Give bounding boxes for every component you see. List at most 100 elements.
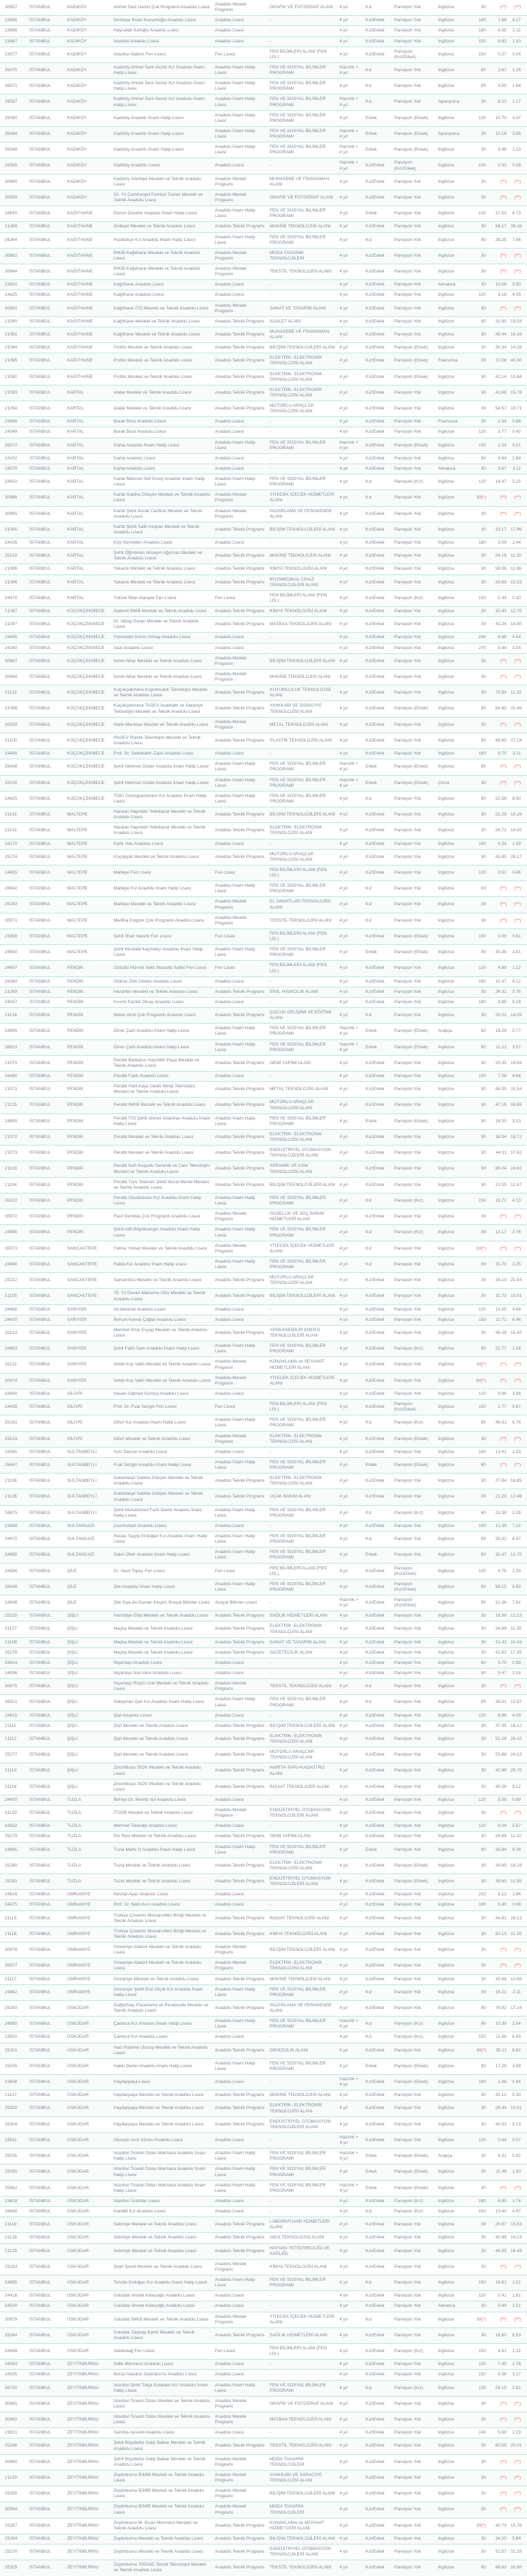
cell-alan: PAZARLAMA VE PERAKENDE ALANI [268,505,337,522]
cell-pansiyon: Pansiyon Yok [392,2232,436,2243]
cell-kod: 21125 [0,1097,27,1114]
cell-okul: Kartal Sabiha Gökçen Mesleki ve Teknik A… [112,490,213,506]
cell-ilce: MALTEPE [65,806,112,823]
cell-kontenjan: 150 [465,1192,488,1209]
cell-okul: Sabri Ülker Anadolu İmam Hatip Lisesi [112,1547,213,1563]
cell-il: İSTANBUL [27,1081,65,1098]
cell-kontenjan: 180 [465,838,488,850]
cell-okul: Maçka Mesleki ve Teknik Anadolu Lisesi [112,1647,213,1658]
cell-kod: 25267 [0,2517,27,2534]
cell-sure: 4 yıl [337,1430,363,1448]
cell-kontenjan: 30 [465,1055,488,1072]
cell-sure: 4 yıl [337,463,363,475]
cell-il: İSTANBUL [27,2243,65,2260]
cell-tur: Anadolu Lisesi [213,2301,268,2312]
cell-ilce: KARTAL [65,416,112,427]
table-row: 21112 İSTANBUL ŞİŞLİ Şişli Mesleki ve Tekni… [0,1730,527,1747]
cell-il: İSTANBUL [27,2100,65,2117]
cell-il: İSTANBUL [27,2042,65,2059]
cell-v1: 58.06 [488,564,509,574]
cell-v1: 6.80 [488,2195,509,2207]
cell-v2: 4.09 [509,1710,527,1721]
cell-alan: MAKİNE TEKNOLOJİSİ ALANI [268,668,337,685]
cell-tur: Anadolu Teknik Programı [213,574,268,591]
cell-v1: 44.55 [488,2243,509,2260]
cell-okul: Zincirlikuyu İSOV Mesleki ve Teknik Anad… [112,1763,213,1780]
cell-tur: Anadolu Lisesi [213,2369,268,2380]
cell-alan: ENDÜSTRİYEL OTOMASYON TEKNOLOJİLERİ ALAN… [268,2116,337,2133]
cell-dil: İngilizce [436,822,465,839]
cell-tur: Fen Lisesi [213,46,268,63]
cell-cinsiyet: Kız [363,2032,392,2043]
cell-tur: Anadolu Meslek Programı [213,1372,268,1389]
table-row: 25269 İSTANBUL ZEYTİNBURNU Zeytinburnu Mesl… [0,2533,527,2545]
table-row: 24875 İSTANBUL SULTANBEYLİ Şehit Muhammed F… [0,1504,527,1521]
cell-ilce: PENDİK [65,1145,112,1161]
cell-v1: 11.48 [488,2164,509,2181]
cell-kod: 24658 [0,2343,27,2360]
cell-kod: 25281 [0,1873,27,1890]
cell-sure: 4 yıl [337,748,363,759]
cell-tur: Fen Lisesi [213,960,268,977]
cell-v2: 0.30 [509,590,527,607]
cell-il: İSTANBUL [27,1621,65,1638]
cell-kontenjan: 30 [465,1647,488,1658]
cell-il: İSTANBUL [27,1857,65,1874]
cell-dil: İngilizce [436,400,465,417]
empty-value-marker: (**) [514,1462,521,1467]
cell-okul: Kartal Şehit Burak Cantürk Mesleki ve Te… [112,505,213,522]
cell-dil: İngilizce [436,912,465,929]
cell-pansiyon: Pansiyon Yok [392,1958,436,1974]
cell-alan: MODA TASARIM TEKNOLOJİLERİ [268,2453,337,2471]
cell-v2: 2.18 [509,1667,527,1679]
table-row: 25211 İSTANBUL SARIYER Vehbi Koç Vakfı Mesl… [0,1356,527,1374]
cell-alan: KONAKLAMA ve SEYAHAT HİZMETLERİ ALANI [268,2517,337,2534]
cell-kod: 21128 [0,2232,27,2243]
cell-v2: (**) [509,912,527,929]
cell-v1: 31.90 [488,316,509,327]
cell-okul: Üsküdar İMKB Mesleki ve Teknik Anadolu L… [112,2311,213,2328]
cell-ilce: KAĞITHANE [65,221,112,232]
cell-cinsiyet: Kız/Erkek [363,1161,392,1178]
cell-v1: 13.40 [488,2206,509,2217]
cell-v2: 5.90 [509,279,527,290]
cell-sure: 4 yıl [337,1240,363,1257]
cell-v1: 31.70 [488,1256,509,1273]
cell-ilce: KARTAL [65,490,112,506]
cell-v2: 18.72 [509,1128,527,1146]
cell-ilce: KAĞITHANE [65,326,112,343]
cell-ilce: MALTEPE [65,838,112,850]
table-row: 25095 İSTANBUL ÜSKÜDAR İstanbul Ticaret Oda… [0,2164,527,2181]
cell-sure: 4 yıl [337,1657,363,1669]
cell-sure: Hazırlık + 4 yıl [337,142,363,158]
cell-okul: Ümraniye Atatürk Mesleki ve Teknik Anado… [112,1958,213,1974]
cell-v2: 7.86 [509,231,527,249]
cell-kod: 26647 [0,1456,27,1474]
cell-sure: 4 yıl [337,928,363,945]
cell-cinsiyet: Kız/Erkek [363,2042,392,2059]
empty-value-marker: (**) [500,1436,506,1441]
cell-okul: Prof. Dr. Nabi Avcı Anadolu Lisesi [112,1899,213,1910]
cell-kod: 24063 [0,2359,27,2370]
cell-pansiyon: Pansiyon Yok [392,326,436,343]
cell-tur: Anadolu İmam Hatip Lisesi [213,1341,268,1357]
cell-dil: İngilizce [436,1304,465,1315]
cell-v2: 2.33 [509,1446,527,1458]
cell-tur: Fen Lisesi [213,1563,268,1580]
cell-v1: 35.11 [488,2042,509,2059]
cell-kontenjan: 150 [465,36,488,47]
cell-dil: İngilizce [436,1594,465,1611]
cell-tur: Anadolu Teknik Programı [213,1176,268,1194]
cell-v2: (**) [509,1678,527,1695]
cell-kontenjan: 30 [465,2232,488,2243]
cell-il: İSTANBUL [27,2486,65,2502]
cell-tur: Anadolu Meslek Programı [213,2453,268,2471]
table-row: 21088 İSTANBUL KÜÇÜKÇEKMECE Küçükçekmece TA… [0,700,527,718]
cell-alan: SAĞLIK HİZMETLERİ ALANI [268,1611,337,1621]
cell-sure: 4 yıl [337,1304,363,1315]
cell-ilce: PENDİK [65,1224,112,1241]
cell-sure: 4 yıl [337,1520,363,1532]
cell-dil: İngilizce [436,732,465,749]
cell-dil: İngilizce [436,1314,465,1326]
cell-tur: Anadolu Teknik Programı [213,848,268,866]
